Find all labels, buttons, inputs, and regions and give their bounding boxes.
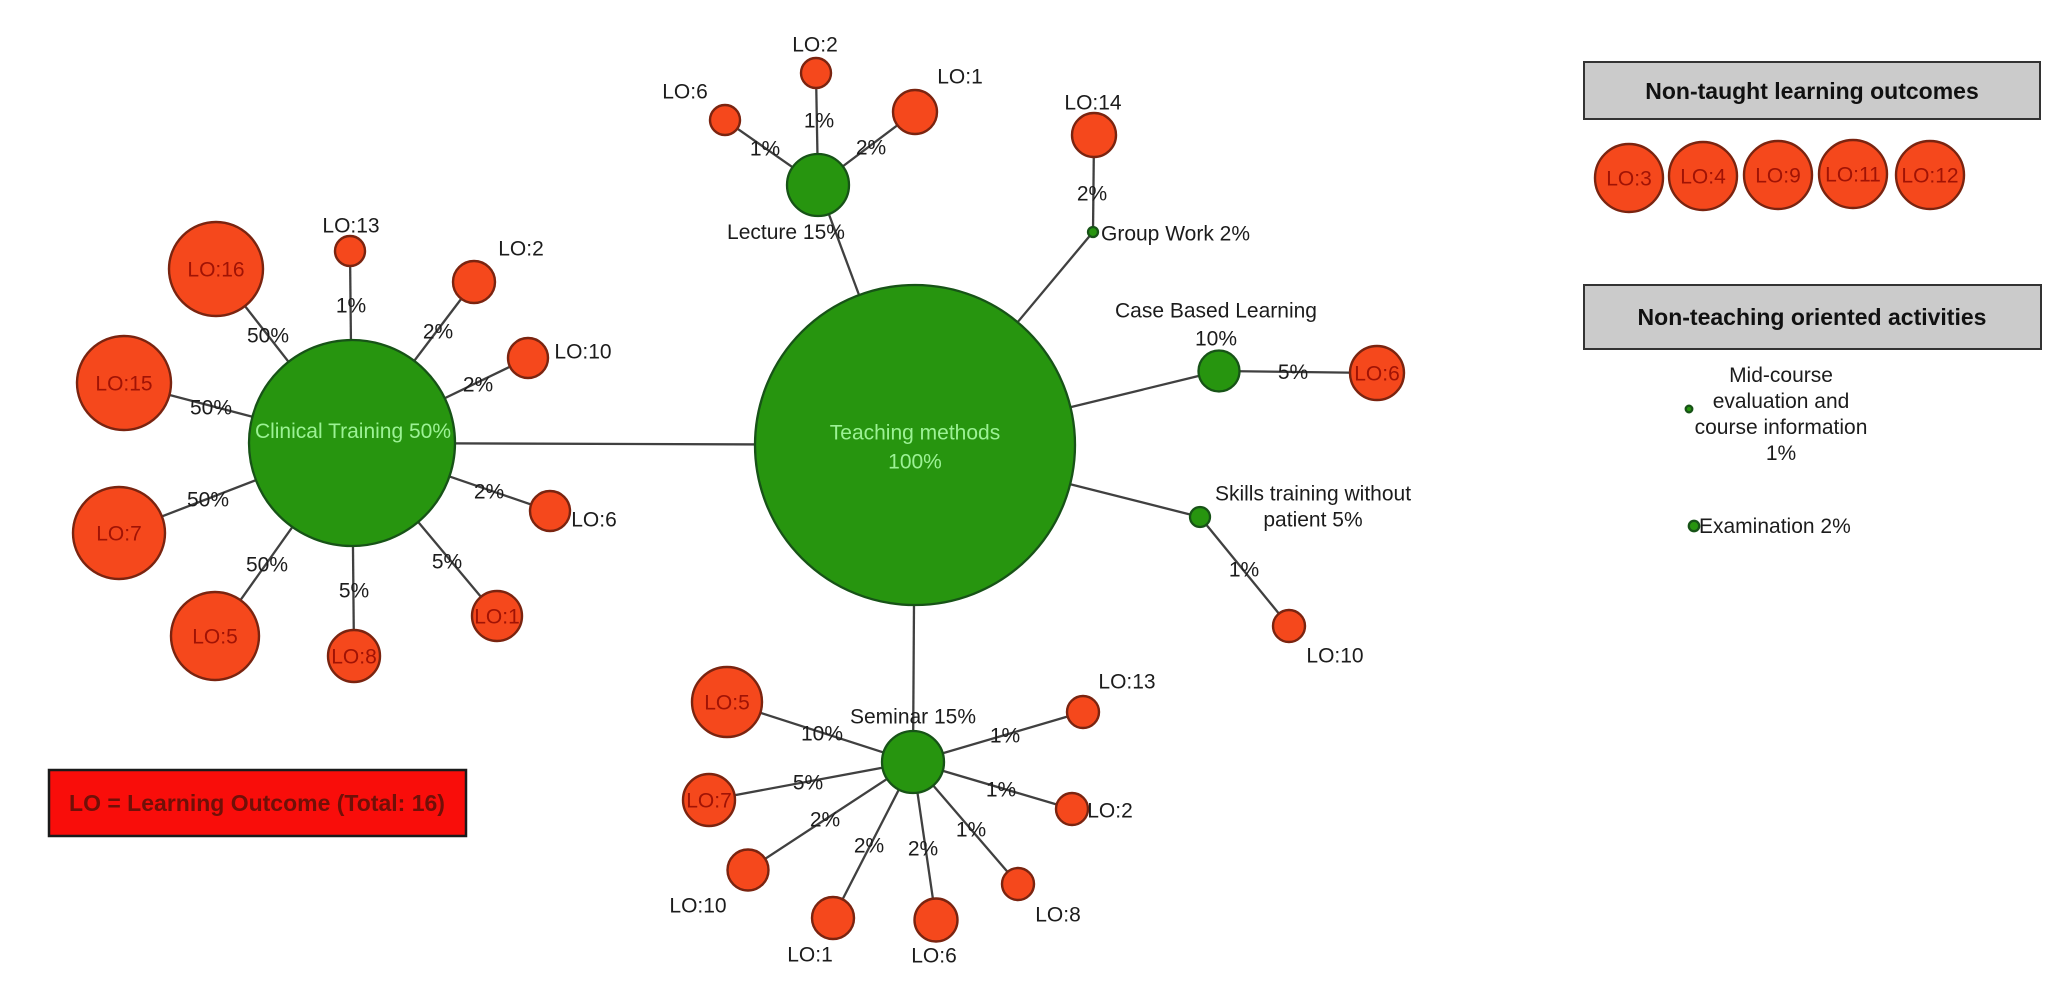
svg-text:patient 5%: patient 5% <box>1263 509 1362 532</box>
svg-text:5%: 5% <box>1278 361 1308 384</box>
svg-text:50%: 50% <box>247 325 289 348</box>
svg-text:1%: 1% <box>1766 442 1796 465</box>
svg-text:LO:6: LO:6 <box>662 81 708 104</box>
svg-text:LO:8: LO:8 <box>331 646 377 669</box>
svg-text:LO:5: LO:5 <box>704 692 750 715</box>
svg-text:1%: 1% <box>956 819 986 842</box>
svg-text:Non-teaching oriented activiti: Non-teaching oriented activities <box>1638 304 1987 330</box>
svg-text:1%: 1% <box>1229 559 1259 582</box>
svg-text:Mid-course: Mid-course <box>1729 364 1833 387</box>
svg-text:LO:6: LO:6 <box>571 509 617 532</box>
svg-text:Group Work 2%: Group Work 2% <box>1101 223 1250 246</box>
svg-text:LO:9: LO:9 <box>1755 165 1801 188</box>
svg-text:LO:13: LO:13 <box>322 215 379 238</box>
svg-text:Clinical Training 50%: Clinical Training 50% <box>255 420 451 443</box>
svg-text:2%: 2% <box>810 809 840 832</box>
svg-text:Teaching methods: Teaching methods <box>830 422 1000 445</box>
svg-text:LO:2: LO:2 <box>498 238 544 261</box>
svg-text:LO:10: LO:10 <box>669 895 726 918</box>
svg-text:LO:1: LO:1 <box>937 66 983 89</box>
svg-text:LO:10: LO:10 <box>1306 645 1363 668</box>
svg-text:LO:4: LO:4 <box>1680 166 1726 189</box>
svg-text:2%: 2% <box>908 838 938 861</box>
svg-text:LO:13: LO:13 <box>1098 671 1155 694</box>
svg-text:LO:14: LO:14 <box>1064 92 1122 115</box>
svg-text:2%: 2% <box>474 481 504 504</box>
svg-text:100%: 100% <box>888 451 942 474</box>
svg-text:2%: 2% <box>854 835 884 858</box>
svg-text:50%: 50% <box>187 489 229 512</box>
svg-text:LO:7: LO:7 <box>686 790 732 813</box>
svg-text:LO:1: LO:1 <box>474 606 520 629</box>
svg-text:LO:3: LO:3 <box>1606 168 1652 191</box>
svg-text:10%: 10% <box>1195 328 1237 351</box>
svg-text:LO = Learning Outcome (Total:: LO = Learning Outcome (Total: 16) <box>69 790 445 816</box>
svg-text:50%: 50% <box>190 397 232 420</box>
svg-text:Case Based Learning: Case Based Learning <box>1115 300 1317 323</box>
svg-text:1%: 1% <box>804 110 834 133</box>
svg-text:LO:1: LO:1 <box>787 944 833 967</box>
svg-text:1%: 1% <box>986 779 1016 802</box>
svg-text:1%: 1% <box>750 138 780 161</box>
svg-text:LO:2: LO:2 <box>792 34 838 57</box>
svg-text:evaluation and: evaluation and <box>1713 390 1850 413</box>
svg-text:LO:6: LO:6 <box>1354 363 1400 386</box>
svg-text:LO:6: LO:6 <box>911 945 957 968</box>
svg-text:Examination 2%: Examination 2% <box>1699 515 1851 538</box>
svg-text:Non-taught learning outcomes: Non-taught learning outcomes <box>1645 78 1979 104</box>
svg-text:Lecture 15%: Lecture 15% <box>727 221 845 244</box>
svg-text:5%: 5% <box>339 580 369 603</box>
svg-text:LO:7: LO:7 <box>96 523 142 546</box>
svg-text:LO:12: LO:12 <box>1901 165 1958 188</box>
svg-text:LO:11: LO:11 <box>1825 164 1881 187</box>
svg-text:2%: 2% <box>463 374 493 397</box>
svg-text:LO:5: LO:5 <box>192 626 238 649</box>
svg-text:50%: 50% <box>246 554 288 577</box>
svg-text:5%: 5% <box>432 551 462 574</box>
svg-text:LO:10: LO:10 <box>554 341 611 364</box>
svg-text:LO:15: LO:15 <box>95 373 152 396</box>
svg-text:2%: 2% <box>856 137 886 160</box>
svg-text:course information: course information <box>1695 416 1868 439</box>
svg-text:Seminar 15%: Seminar 15% <box>850 706 976 729</box>
svg-text:10%: 10% <box>801 723 843 746</box>
svg-text:1%: 1% <box>990 725 1020 748</box>
svg-text:LO:2: LO:2 <box>1087 800 1133 823</box>
svg-text:Skills training without: Skills training without <box>1215 483 1411 506</box>
svg-text:1%: 1% <box>336 295 366 318</box>
svg-text:2%: 2% <box>423 321 453 344</box>
svg-text:2%: 2% <box>1077 183 1107 206</box>
svg-text:LO:8: LO:8 <box>1035 904 1081 927</box>
svg-text:5%: 5% <box>793 772 823 795</box>
svg-text:LO:16: LO:16 <box>187 259 244 282</box>
